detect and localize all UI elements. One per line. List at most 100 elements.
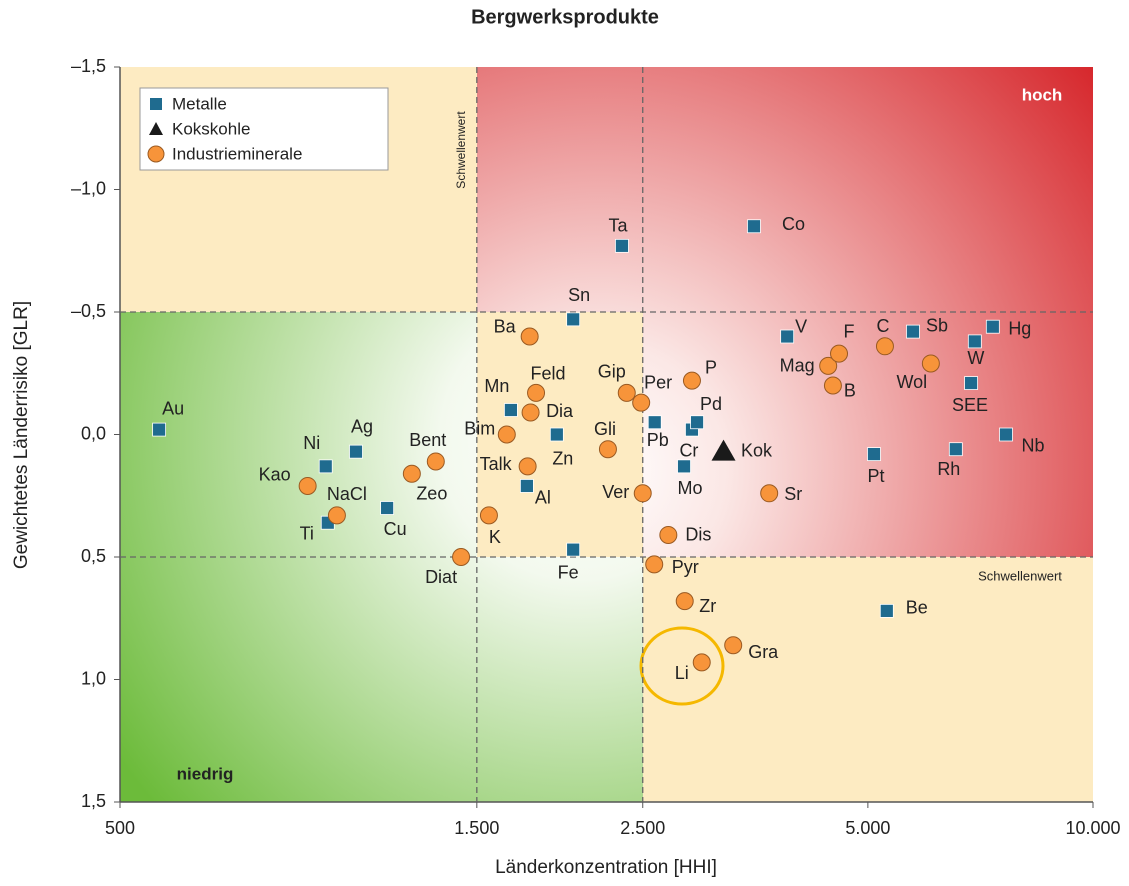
marker: [617, 383, 636, 402]
point-label: Pd: [700, 394, 722, 414]
marker: [690, 415, 704, 430]
marker: [675, 592, 694, 611]
y-tick-label: 1,0: [81, 668, 106, 688]
point-label: W: [967, 348, 984, 368]
marker: [823, 376, 842, 395]
point-label: Ver: [602, 482, 629, 502]
legend-marker: [147, 145, 165, 163]
point-label: Bim: [464, 418, 495, 438]
legend-marker: [149, 122, 163, 135]
point-label: Ta: [608, 216, 628, 236]
point-label: SEE: [952, 395, 988, 415]
annotation: hoch: [1022, 85, 1063, 104]
marker: [527, 383, 546, 402]
point-label: Ag: [351, 416, 373, 436]
point-label: Al: [535, 488, 551, 508]
marker: [497, 425, 516, 444]
x-tick-label: 2.500: [620, 818, 665, 838]
y-tick-label: 1,5: [81, 791, 106, 811]
x-tick-label: 500: [105, 818, 135, 838]
marker: [566, 312, 581, 327]
point-label: Cu: [384, 519, 407, 539]
marker: [598, 440, 617, 459]
marker: [519, 479, 534, 493]
point-label: Zn: [552, 448, 573, 468]
marker: [659, 525, 678, 544]
point-label: Feld: [531, 364, 566, 384]
marker: [327, 506, 346, 525]
marker: [867, 447, 881, 462]
x-tick-label: 10.000: [1065, 818, 1120, 838]
point-label: Per: [644, 372, 672, 392]
point-label: NaCl: [327, 484, 367, 504]
marker: [402, 464, 421, 483]
marker: [780, 329, 795, 344]
point-label: Dis: [685, 525, 711, 545]
point-label: Rh: [937, 459, 960, 479]
marker: [724, 636, 743, 655]
point-label: Pyr: [672, 557, 699, 577]
marker: [566, 542, 581, 557]
marker: [632, 393, 651, 412]
marker: [452, 548, 471, 566]
point-label: Ti: [300, 523, 314, 543]
y-tick-label: 0,5: [81, 546, 106, 566]
point-label: Ni: [303, 433, 320, 453]
point-label: Kok: [741, 440, 773, 460]
y-axis-label: Gewichtetes Länderrisiko [GLR]: [11, 301, 32, 569]
x-tick-label: 1.500: [454, 818, 499, 838]
legend-label: Kokskohle: [172, 119, 250, 138]
point-label: Zeo: [416, 483, 447, 503]
marker: [520, 327, 539, 346]
point-label: Gra: [748, 642, 779, 662]
point-label: Diat: [425, 567, 457, 587]
marker: [549, 427, 564, 442]
point-label: Nb: [1021, 435, 1044, 455]
marker: [692, 653, 711, 672]
point-label: Au: [162, 398, 184, 418]
point-label: Wol: [897, 372, 928, 392]
point-label: Sb: [926, 315, 948, 335]
marker: [819, 356, 838, 375]
point-label: Sn: [568, 285, 590, 305]
marker: [964, 376, 978, 390]
marker: [479, 506, 498, 525]
legend-label: Industrieminerale: [172, 144, 302, 163]
point-label: Gip: [598, 362, 626, 382]
marker: [152, 422, 167, 437]
marker: [879, 604, 894, 618]
point-label: Li: [675, 663, 689, 683]
y-tick-label: –1,5: [71, 56, 106, 76]
point-label: Zr: [699, 596, 716, 616]
point-label: Talk: [480, 454, 513, 474]
marker: [521, 403, 540, 422]
annotation: Schwellenwert: [978, 568, 1062, 583]
point-label: Kao: [259, 465, 291, 485]
annotation: niedrig: [177, 764, 234, 783]
point-label: Ba: [494, 316, 517, 336]
point-label: Dia: [546, 401, 574, 421]
y-tick-label: –0,5: [71, 301, 106, 321]
marker: [967, 334, 982, 349]
highlight: [639, 626, 725, 706]
point-label: Pt: [867, 466, 884, 486]
chart-title: Bergwerksprodukte: [471, 6, 659, 28]
marker: [711, 439, 736, 461]
point-label: Mag: [780, 356, 815, 376]
marker: [518, 457, 537, 476]
marker: [921, 354, 940, 373]
marker: [677, 459, 691, 474]
point-label: Mo: [678, 478, 703, 498]
point-label: Cr: [679, 440, 698, 460]
point-label: Bent: [409, 430, 446, 450]
marker: [906, 324, 920, 339]
point-label: F: [844, 321, 855, 341]
marker: [426, 452, 445, 471]
point-label: Co: [782, 214, 805, 234]
marker: [682, 371, 701, 390]
marker: [830, 344, 849, 363]
marker: [349, 444, 363, 459]
legend: [139, 87, 389, 171]
y-tick-label: 0,0: [81, 423, 106, 443]
point-label: K: [489, 527, 501, 547]
